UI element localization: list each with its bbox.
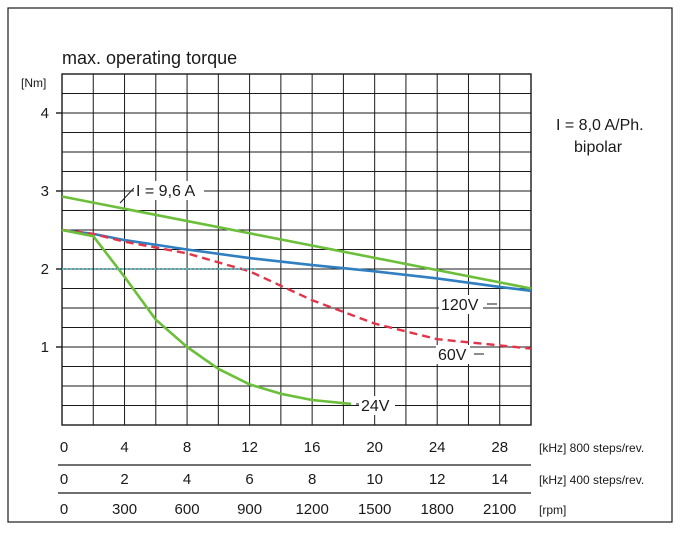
series-labels: I = 9,6 A 120V 60V 24V	[119, 181, 497, 415]
series-label: 60V	[438, 347, 467, 364]
x-axes: 0 4 8 12 16 20 24 28 [kHz] 800 steps/rev.0 2 4 6 8 10…	[58, 439, 644, 518]
y-tick-label: 4	[41, 105, 49, 122]
x-tick-label: 12	[429, 471, 446, 488]
x-axis-unit: [rpm]	[539, 503, 566, 517]
chart-title: max. operating torque	[62, 48, 237, 68]
x-tick-label: 6	[245, 471, 253, 488]
x-axis-unit: [kHz] 400 steps/rev.	[539, 473, 644, 487]
grid-lines	[61, 73, 532, 426]
series-line	[61, 228, 532, 350]
x-tick-label: 600	[175, 501, 200, 518]
series-line	[61, 228, 352, 406]
label-leader-line	[119, 187, 135, 204]
x-tick-label: 8	[183, 439, 191, 456]
series-label: 24V	[361, 398, 390, 415]
x-tick-label: 16	[304, 439, 321, 456]
mode-annotation: bipolar	[574, 139, 623, 156]
x-tick-label: 1800	[421, 501, 454, 518]
x-tick-label: 0	[60, 471, 68, 488]
x-tick-label: 28	[491, 439, 508, 456]
y-tick-label: 1	[41, 339, 49, 356]
x-tick-label: 2	[120, 471, 128, 488]
x-tick-label: 4	[183, 471, 191, 488]
x-tick-label: 300	[112, 501, 137, 518]
x-tick-label: 8	[308, 471, 316, 488]
x-tick-label: 4	[120, 439, 128, 456]
x-tick-label: 0	[60, 439, 68, 456]
current-annotation: I = 8,0 A/Ph.	[556, 117, 644, 134]
label-background	[439, 295, 483, 314]
label-background	[359, 396, 395, 415]
plot-border	[61, 73, 532, 426]
series-line	[61, 195, 532, 290]
label-background	[134, 181, 204, 200]
x-tick-label: 24	[429, 439, 446, 456]
x-tick-label: 0	[60, 501, 68, 518]
series-label: 120V	[441, 297, 479, 314]
x-tick-label: 14	[491, 471, 508, 488]
y-tick-label: 2	[41, 261, 49, 278]
x-tick-label: 12	[241, 439, 258, 456]
y-tick-label: 3	[41, 183, 49, 200]
x-tick-label: 900	[237, 501, 262, 518]
x-tick-label: 20	[366, 439, 383, 456]
x-tick-label: 1200	[295, 501, 328, 518]
series-line	[61, 228, 532, 293]
x-tick-label: 10	[366, 471, 383, 488]
y-axis-ticks: 1 2 3 4	[41, 105, 62, 356]
label-background	[436, 345, 470, 364]
x-tick-label: 1500	[358, 501, 391, 518]
x-axis-unit: [kHz] 800 steps/rev.	[539, 441, 644, 455]
data-series	[61, 195, 532, 406]
y-axis-unit: [Nm]	[21, 76, 46, 90]
x-tick-label: 2100	[483, 501, 516, 518]
series-label: I = 9,6 A	[136, 183, 195, 200]
